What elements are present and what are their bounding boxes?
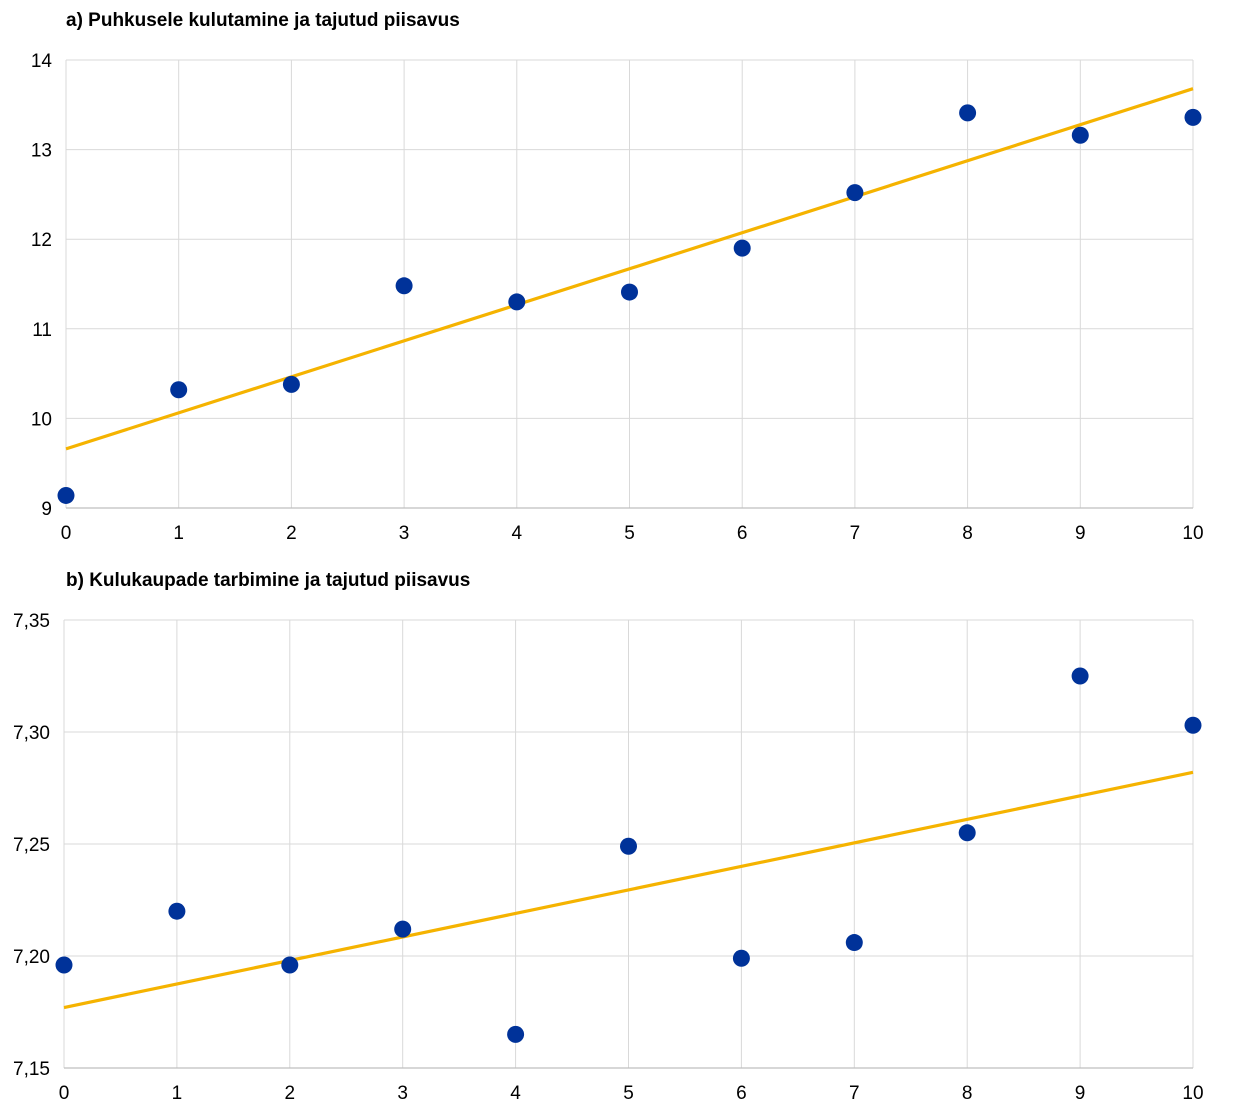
x-tick-label: 3 <box>397 1083 408 1104</box>
y-tick-label: 11 <box>32 320 52 341</box>
data-point <box>621 283 638 301</box>
data-point <box>846 184 864 202</box>
data-point <box>1071 126 1089 144</box>
x-tick-label: 8 <box>962 523 973 544</box>
x-tick-label: 7 <box>849 1083 860 1104</box>
x-tick-label: 7 <box>850 523 861 544</box>
chart-title: a) Puhkusele kulutamine ja tajutud piisa… <box>66 10 460 31</box>
y-tick-label: 13 <box>31 141 52 162</box>
data-point <box>281 956 299 974</box>
data-point <box>170 381 188 399</box>
trend-line <box>63 770 1194 1010</box>
x-tick-label: 2 <box>286 523 297 544</box>
data-point <box>732 949 750 967</box>
data-point <box>733 239 751 257</box>
x-tick-label: 1 <box>173 523 184 544</box>
y-tick-label: 7,20 <box>13 947 50 968</box>
data-point <box>508 293 526 311</box>
data-point <box>57 486 75 504</box>
data-point <box>55 956 73 974</box>
y-tick-label: 14 <box>31 51 53 72</box>
y-tick-label: 7,25 <box>13 835 50 856</box>
x-tick-label: 5 <box>623 1083 634 1104</box>
x-tick-label: 1 <box>172 1083 183 1104</box>
x-tick-label: 9 <box>1075 1083 1086 1104</box>
x-tick-label: 5 <box>624 523 635 544</box>
x-tick-label: 6 <box>737 523 748 544</box>
x-tick-label: 3 <box>399 523 410 544</box>
x-tick-label: 9 <box>1075 523 1086 544</box>
y-tick-label: 7,35 <box>13 611 50 632</box>
data-point <box>1071 667 1089 685</box>
x-tick-label: 8 <box>962 1083 973 1104</box>
y-tick-label: 9 <box>41 499 52 520</box>
data-point <box>1184 716 1202 734</box>
x-tick-label: 0 <box>59 1083 70 1104</box>
x-tick-label: 0 <box>61 523 72 544</box>
data-point <box>394 920 412 938</box>
x-tick-label: 4 <box>510 1083 521 1104</box>
y-tick-label: 7,15 <box>13 1059 50 1080</box>
data-point <box>620 837 637 855</box>
data-point <box>282 375 300 393</box>
trend-line <box>65 87 1194 451</box>
x-tick-label: 6 <box>736 1083 747 1104</box>
data-point <box>845 934 863 952</box>
x-tick-label: 10 <box>1182 1083 1203 1104</box>
chart-title: b) Kulukaupade tarbimine ja tajutud piis… <box>66 570 471 591</box>
x-tick-label: 4 <box>512 523 523 544</box>
data-point <box>168 902 186 920</box>
data-point <box>395 277 413 295</box>
y-tick-label: 12 <box>31 230 52 251</box>
data-point <box>507 1025 525 1043</box>
y-tick-label: 7,30 <box>13 723 50 744</box>
x-tick-label: 10 <box>1182 523 1203 544</box>
y-tick-label: 10 <box>31 409 52 430</box>
data-point <box>1184 108 1202 126</box>
data-point <box>959 104 977 122</box>
x-tick-label: 2 <box>285 1083 296 1104</box>
data-point <box>958 824 976 842</box>
